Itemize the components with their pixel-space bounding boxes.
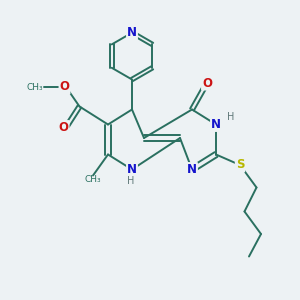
Text: H: H [227, 112, 234, 122]
Text: O: O [58, 121, 69, 134]
Text: N: N [187, 163, 197, 176]
Text: N: N [211, 118, 221, 131]
Text: CH₃: CH₃ [85, 176, 101, 184]
Text: N: N [127, 26, 137, 39]
Text: O: O [59, 80, 70, 94]
Text: O: O [202, 76, 212, 90]
Text: S: S [236, 158, 244, 172]
Text: H: H [127, 176, 134, 186]
Text: N: N [127, 163, 137, 176]
Text: CH₃: CH₃ [27, 82, 44, 91]
